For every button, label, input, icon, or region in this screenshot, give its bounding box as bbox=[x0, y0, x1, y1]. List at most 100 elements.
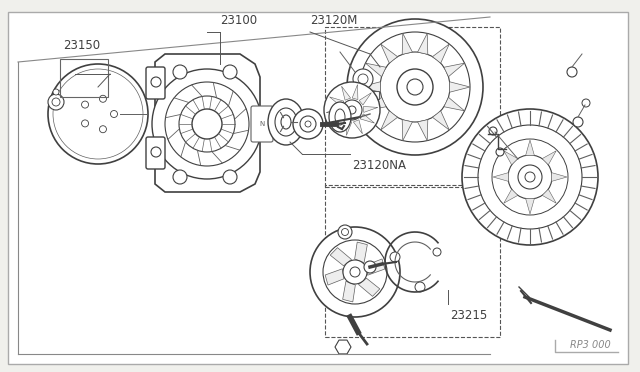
Circle shape bbox=[293, 109, 323, 139]
Text: 23215: 23215 bbox=[450, 309, 487, 322]
Polygon shape bbox=[353, 120, 362, 134]
Polygon shape bbox=[493, 173, 508, 182]
Circle shape bbox=[347, 19, 483, 155]
Polygon shape bbox=[504, 189, 518, 203]
Polygon shape bbox=[155, 54, 260, 192]
Polygon shape bbox=[346, 121, 352, 135]
Circle shape bbox=[364, 261, 376, 273]
FancyBboxPatch shape bbox=[146, 137, 165, 169]
Circle shape bbox=[360, 32, 470, 142]
Circle shape bbox=[582, 99, 590, 107]
Circle shape bbox=[343, 260, 367, 284]
Circle shape bbox=[342, 228, 349, 235]
Polygon shape bbox=[333, 115, 345, 127]
Polygon shape bbox=[360, 82, 380, 92]
Polygon shape bbox=[433, 44, 449, 63]
Circle shape bbox=[48, 94, 64, 110]
Circle shape bbox=[192, 109, 222, 139]
Polygon shape bbox=[402, 33, 412, 54]
Text: 23150: 23150 bbox=[63, 39, 100, 52]
Polygon shape bbox=[552, 173, 567, 182]
Circle shape bbox=[353, 69, 373, 89]
FancyBboxPatch shape bbox=[8, 12, 628, 364]
Circle shape bbox=[324, 82, 380, 138]
Circle shape bbox=[573, 117, 583, 127]
Polygon shape bbox=[504, 151, 518, 165]
Circle shape bbox=[52, 98, 60, 106]
Polygon shape bbox=[542, 151, 556, 165]
Circle shape bbox=[310, 227, 400, 317]
Circle shape bbox=[63, 79, 133, 149]
Circle shape bbox=[151, 147, 161, 157]
Polygon shape bbox=[366, 259, 385, 275]
Ellipse shape bbox=[281, 115, 291, 129]
Ellipse shape bbox=[275, 108, 297, 136]
Circle shape bbox=[99, 126, 106, 133]
Ellipse shape bbox=[329, 102, 351, 132]
Circle shape bbox=[489, 127, 497, 135]
Circle shape bbox=[323, 240, 387, 304]
Polygon shape bbox=[542, 189, 556, 203]
Circle shape bbox=[492, 139, 568, 215]
Circle shape bbox=[478, 125, 582, 229]
Circle shape bbox=[179, 96, 235, 152]
Polygon shape bbox=[444, 97, 465, 111]
Polygon shape bbox=[325, 269, 344, 285]
FancyBboxPatch shape bbox=[251, 106, 273, 142]
Circle shape bbox=[300, 116, 316, 132]
Polygon shape bbox=[359, 93, 371, 105]
Circle shape bbox=[350, 267, 360, 277]
Circle shape bbox=[567, 67, 577, 77]
Circle shape bbox=[173, 65, 187, 79]
Polygon shape bbox=[525, 199, 534, 214]
FancyBboxPatch shape bbox=[146, 67, 165, 99]
Text: 23120M: 23120M bbox=[310, 14, 357, 27]
Text: 23100: 23100 bbox=[220, 14, 257, 27]
Circle shape bbox=[173, 170, 187, 184]
Polygon shape bbox=[450, 82, 470, 92]
Polygon shape bbox=[342, 86, 351, 100]
Polygon shape bbox=[433, 111, 449, 130]
Circle shape bbox=[358, 74, 368, 84]
Circle shape bbox=[518, 165, 542, 189]
Circle shape bbox=[223, 65, 237, 79]
Circle shape bbox=[86, 102, 110, 126]
Polygon shape bbox=[444, 63, 465, 77]
Polygon shape bbox=[342, 281, 355, 302]
Circle shape bbox=[78, 94, 118, 134]
Circle shape bbox=[496, 148, 504, 156]
Circle shape bbox=[81, 120, 88, 127]
Polygon shape bbox=[364, 106, 378, 112]
Circle shape bbox=[407, 79, 423, 95]
Polygon shape bbox=[365, 97, 386, 111]
Circle shape bbox=[92, 108, 104, 120]
Polygon shape bbox=[335, 340, 351, 354]
Text: RP3 000: RP3 000 bbox=[570, 340, 611, 350]
Circle shape bbox=[111, 110, 118, 118]
Circle shape bbox=[99, 95, 106, 102]
Circle shape bbox=[58, 74, 138, 154]
Circle shape bbox=[48, 64, 148, 164]
Polygon shape bbox=[352, 84, 358, 100]
Circle shape bbox=[380, 52, 450, 122]
Circle shape bbox=[390, 252, 400, 262]
Circle shape bbox=[81, 101, 88, 108]
Circle shape bbox=[223, 170, 237, 184]
Polygon shape bbox=[330, 97, 344, 106]
Circle shape bbox=[342, 100, 362, 120]
Polygon shape bbox=[381, 44, 397, 63]
Text: N: N bbox=[259, 121, 264, 127]
Circle shape bbox=[53, 89, 59, 95]
Ellipse shape bbox=[335, 109, 345, 125]
Circle shape bbox=[508, 155, 552, 199]
Circle shape bbox=[338, 225, 352, 239]
Polygon shape bbox=[418, 119, 428, 141]
Circle shape bbox=[151, 77, 161, 87]
Circle shape bbox=[68, 84, 128, 144]
Circle shape bbox=[433, 248, 441, 256]
Circle shape bbox=[152, 69, 262, 179]
Circle shape bbox=[53, 69, 143, 159]
Polygon shape bbox=[330, 248, 351, 266]
Circle shape bbox=[348, 106, 356, 114]
Polygon shape bbox=[365, 63, 386, 77]
